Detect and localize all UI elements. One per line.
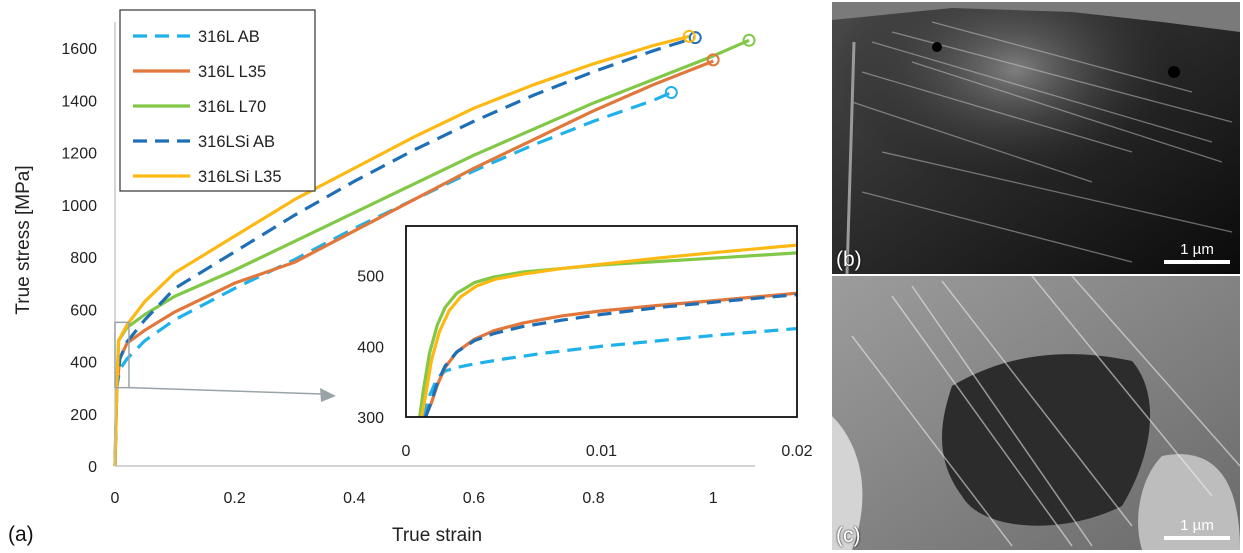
inset-background (406, 226, 797, 417)
x-tick-label-0-4: 0.4 (343, 490, 365, 507)
inset-frame (405, 225, 798, 418)
y-tick-label-600: 600 (70, 302, 97, 319)
end-marker-316lsi-ab (688, 31, 702, 45)
x-tick-label-0: 0 (111, 490, 120, 507)
inset-y-tick-label-300: 300 (357, 410, 384, 427)
scale-bar-b: 1 µm (1164, 241, 1230, 264)
x-tick-label-0-6: 0.6 (463, 490, 485, 507)
main-plot: 0 0.2 0.4 0.6 0.8 1 0 200 400 600 800 1000 1200 1400 1… (8, 22, 756, 546)
x-tick-label-1: 1 (709, 490, 718, 507)
legend-box (119, 9, 316, 192)
y-axis-title: True stress [MPa] (13, 165, 34, 314)
legend-label-316lsi-ab: 316LSi AB (198, 133, 275, 151)
scale-bar-c: 1 µm (1164, 517, 1230, 540)
inset-y-tick-label-400: 400 (357, 339, 384, 356)
y-tick-label-1600: 1600 (61, 41, 97, 58)
zoom-box (114, 321, 130, 389)
x-tick-label-0-8: 0.8 (582, 490, 604, 507)
inset-series-line-316l-ab (422, 326, 798, 418)
zoom-arrowhead (320, 388, 336, 402)
end-marker-316l-ab (664, 86, 678, 100)
end-marker-316l-l70 (742, 33, 756, 47)
inset-series-line-316l-l70 (418, 251, 798, 418)
y-tick-label-200: 200 (70, 407, 97, 424)
series-line-316lsi-ab (113, 36, 696, 467)
end-marker-316lsi-l35 (682, 29, 696, 43)
y-tick-label-1200: 1200 (61, 146, 97, 163)
panel-label-a: (a) (8, 523, 34, 546)
inset-series-line-316lsi-l35 (420, 243, 798, 418)
legend-label-316l-l35: 316L L35 (198, 63, 266, 81)
scale-bar-b-label: 1 µm (1180, 241, 1214, 258)
inset-plot: 0 0.01 0.02 300 400 500 (357, 225, 813, 460)
micrograph-c-image (832, 276, 1240, 550)
inset-x-tick-label-0-01: 0.01 (586, 443, 617, 460)
panel-label-c: (c) (836, 524, 861, 547)
legend-label-316l-l70: 316L L70 (198, 98, 266, 116)
panel-label-b: (b) (836, 248, 862, 271)
end-marker-316l-l35 (706, 53, 720, 67)
zoom-arrow (128, 386, 323, 395)
y-tick-label-800: 800 (70, 250, 97, 267)
scale-bar-b-line (1164, 260, 1230, 264)
x-tick-label-0-2: 0.2 (224, 490, 246, 507)
inset-series-lines (418, 243, 798, 418)
scale-bar-c-line (1164, 536, 1230, 540)
inset-x-tick-label-0: 0 (402, 443, 411, 460)
series-line-316lsi-l35 (113, 34, 690, 467)
micrograph-b: (b) 1 µm (832, 2, 1240, 274)
main-tick-labels: 0 0.2 0.4 0.6 0.8 1 0 200 400 600 800 1000 1200 1400 1… (61, 41, 717, 507)
legend-label-316lsi-l35: 316LSi L35 (198, 168, 282, 186)
legend: 316L AB 316L L35 316L L70 316LSi AB 316LSi L… (119, 9, 316, 192)
inset-series-line-316lsi-ab (424, 293, 798, 418)
x-axis-title: True strain (392, 525, 482, 546)
micrograph-c: (c) 1 µm (832, 276, 1240, 550)
inset-tick-labels: 0 0.01 0.02 300 400 500 (357, 269, 812, 460)
series-line-316l-ab (113, 91, 672, 467)
y-tick-label-1400: 1400 (61, 93, 97, 110)
y-tick-label-1000: 1000 (61, 198, 97, 215)
main-series-lines (113, 34, 750, 467)
main-end-markers (664, 29, 756, 100)
y-tick-label-0: 0 (88, 459, 97, 476)
y-tick-label-400: 400 (70, 355, 97, 372)
legend-label-316l-ab: 316L AB (198, 28, 260, 46)
inset-x-tick-label-0-02: 0.02 (781, 443, 812, 460)
inset-y-tick-label-500: 500 (357, 269, 384, 286)
micrograph-b-image (832, 2, 1240, 274)
scale-bar-c-label: 1 µm (1180, 517, 1214, 534)
